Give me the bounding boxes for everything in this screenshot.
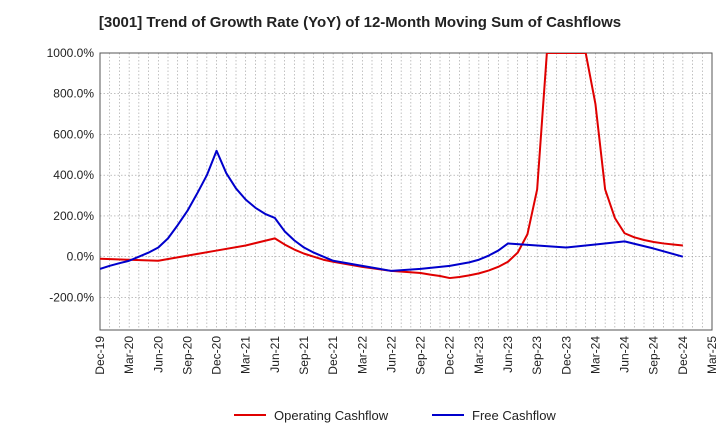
operating-cashflow-line bbox=[100, 53, 683, 280]
y-tick-label: 400.0% bbox=[53, 168, 94, 182]
x-tick-label: Dec-23 bbox=[559, 336, 573, 375]
x-tick-label: Sep-22 bbox=[414, 336, 428, 375]
x-tick-label: Sep-23 bbox=[530, 336, 544, 375]
x-tick-label: Dec-21 bbox=[326, 336, 340, 375]
free-cashflow-line bbox=[100, 149, 684, 272]
x-tick-label: Mar-22 bbox=[355, 336, 369, 374]
x-tick-label: Sep-24 bbox=[647, 336, 661, 375]
x-tick-label: Jun-23 bbox=[501, 336, 515, 373]
x-tick-label: Sep-20 bbox=[180, 336, 194, 375]
y-tick-label: 600.0% bbox=[53, 127, 94, 141]
y-tick-label: -200.0% bbox=[49, 290, 94, 304]
y-tick-label: 0.0% bbox=[67, 250, 95, 264]
x-tick-label: Mar-24 bbox=[588, 336, 602, 374]
x-tick-label: Mar-25 bbox=[705, 336, 719, 374]
x-tick-label: Mar-23 bbox=[472, 336, 486, 374]
y-tick-label: 800.0% bbox=[53, 87, 94, 101]
x-tick-label: Sep-21 bbox=[297, 336, 311, 375]
chart-title: [3001] Trend of Growth Rate (YoY) of 12-… bbox=[98, 14, 622, 31]
x-tick-label: Dec-20 bbox=[210, 336, 224, 375]
y-tick-label: 1000.0% bbox=[47, 46, 95, 60]
x-tick-label: Mar-20 bbox=[122, 336, 136, 374]
x-tick-label: Dec-22 bbox=[443, 336, 457, 375]
x-tick-label: Jun-21 bbox=[268, 336, 282, 373]
x-tick-label: Mar-21 bbox=[239, 336, 253, 374]
plot-frame bbox=[99, 52, 713, 331]
x-tick-label: Jun-22 bbox=[384, 336, 398, 373]
plot-area bbox=[100, 53, 712, 330]
y-tick-label: 200.0% bbox=[53, 209, 94, 223]
x-tick-label: Dec-24 bbox=[676, 336, 690, 375]
x-tick-label: Jun-20 bbox=[151, 336, 165, 373]
legend-label-free-cashflow: Free Cashflow bbox=[472, 408, 556, 423]
legend-label-operating-cashflow: Operating Cashflow bbox=[274, 408, 389, 423]
x-tick-label: Jun-24 bbox=[618, 336, 632, 373]
x-tick-label: Dec-19 bbox=[93, 336, 107, 375]
